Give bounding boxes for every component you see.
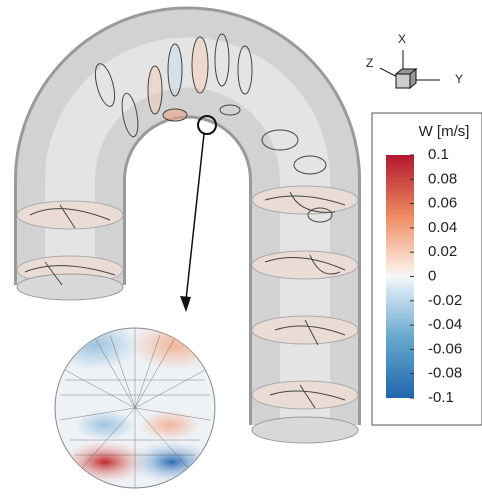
arrow-head <box>180 296 191 312</box>
triad-y: Y <box>455 72 463 86</box>
colorbar-tick-label: 0.02 <box>428 243 457 260</box>
colorbar-tick-label: -0.1 <box>428 389 454 406</box>
arrow <box>186 134 204 300</box>
colorbar-tick-label: 0.04 <box>428 219 457 236</box>
figure: X Y Z W [m/s] 0.1 0.08 0.06 0.04 0.02 0 -0.02 -… <box>0 0 482 503</box>
colorbar-tick-label: -0.08 <box>428 365 462 382</box>
colorbar-tick-label: -0.04 <box>428 316 462 333</box>
colorbar-tick-label: -0.02 <box>428 292 462 309</box>
inset <box>50 320 220 488</box>
colorbar: W [m/s] 0.1 0.08 0.06 0.04 0.02 0 -0.02 -0.04 -0… <box>372 113 482 425</box>
colorbar-gradient <box>386 155 414 398</box>
colorbar-tick-label: -0.06 <box>428 340 462 357</box>
colorbar-tick-label: 0.08 <box>428 170 457 187</box>
colorbar-tick-label: 0.1 <box>428 146 449 163</box>
triad-z: Z <box>366 56 373 70</box>
colorbar-tick-label: 0.06 <box>428 195 457 212</box>
triad-x: X <box>398 32 406 46</box>
colorbar-tick-label: 0 <box>428 267 436 284</box>
axis-triad <box>380 50 440 88</box>
colorbar-title: W [m/s] <box>419 123 470 140</box>
